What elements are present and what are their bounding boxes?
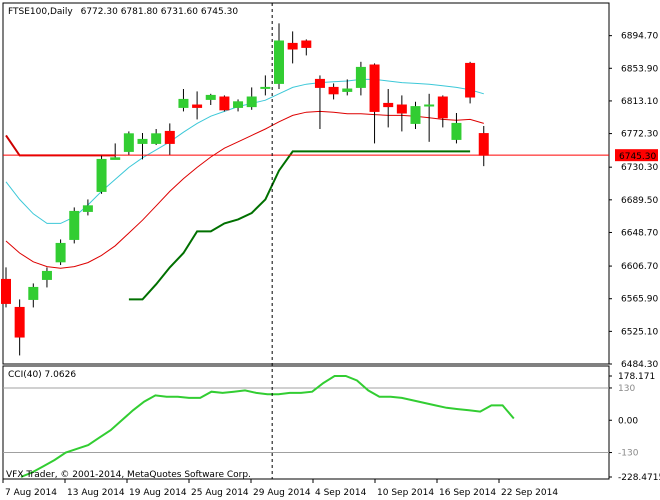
candle-bull: [28, 286, 39, 300]
candle-bull: [82, 205, 93, 212]
price-tick-label: 6606.70: [621, 262, 658, 272]
date-tick-label: 22 Sep 2014: [501, 488, 558, 498]
candle-bear: [14, 306, 25, 338]
candle-bull: [260, 86, 271, 89]
date-tick-label: 16 Sep 2014: [439, 488, 496, 498]
candle-bull: [110, 157, 121, 160]
date-axis: 7 Aug 2014 13 Aug 2014 19 Aug 2014 25 Aug 2…: [2, 479, 558, 498]
price-tick-label: 6853.90: [621, 64, 658, 74]
price-tick-label: 6813.10: [621, 97, 658, 107]
date-tick-label: 10 Sep 2014: [377, 488, 434, 498]
ohlc-text: 6772.30 6781.80 6731.60 6745.30: [81, 7, 239, 17]
cci-tick-label: -130: [618, 449, 639, 459]
candle-bull: [424, 104, 435, 107]
candle-bull: [233, 101, 244, 108]
price-axis: 6894.70 6853.90 6813.10 6772.30 6730.30 6689.…: [609, 32, 658, 370]
cci-tick-label: -228.4715: [618, 473, 660, 483]
candle-bear: [396, 104, 407, 114]
candle-bull: [355, 66, 366, 88]
candle-bull: [96, 158, 107, 192]
candle-bull: [151, 133, 162, 144]
date-tick-label: 29 Aug 2014: [253, 488, 311, 498]
candle-bear: [287, 42, 298, 50]
cci-label: CCI(40) 7.0626: [8, 370, 76, 380]
last-price-badge-label: 6745.30: [619, 152, 656, 162]
price-tick-label: 6894.70: [621, 32, 658, 42]
candles-layer: [1, 23, 489, 356]
copyright-label: VFX Trader, © 2001-2014, MetaQuotes Soft…: [6, 470, 251, 480]
candle-bull: [69, 210, 80, 240]
date-tick-label: 19 Aug 2014: [129, 488, 187, 498]
date-tick-label: 4 Sep 2014: [315, 488, 367, 498]
date-tick-label: 13 Aug 2014: [67, 488, 125, 498]
price-pane[interactable]: FTSE100,Daily 6772.30 6781.80 6731.60 67…: [1, 2, 610, 365]
price-tick-label: 6772.30: [621, 130, 658, 140]
candle-bear: [465, 62, 476, 98]
last-price-badge: [615, 149, 658, 162]
candle-bear: [328, 86, 339, 95]
ma-slow-line: [5, 110, 484, 269]
candle-bull: [451, 122, 462, 140]
price-tick-label: 6484.30: [621, 360, 658, 370]
candle-bull: [246, 96, 257, 108]
candle-bull: [123, 133, 134, 152]
date-tick-label: 25 Aug 2014: [191, 488, 249, 498]
cci-levels: [3, 387, 609, 454]
candle-bull: [137, 138, 148, 144]
candle-bull: [410, 106, 421, 124]
candle-bear: [437, 96, 448, 119]
candle-bear: [1, 278, 11, 304]
price-tick-label: 6689.50: [621, 196, 658, 206]
candle-bear: [383, 102, 394, 108]
price-tick-label: 6565.90: [621, 295, 658, 305]
cci-tick-label: 178.171: [618, 372, 655, 382]
candle-bull: [178, 98, 189, 108]
stop-green-line: [128, 150, 471, 301]
cci-pane[interactable]: CCI(40) 7.0626 VFX Trader, © 2001-2014, …: [2, 365, 610, 480]
candle-bear: [301, 40, 312, 48]
candle-bear: [478, 133, 489, 156]
cci-line: [20, 375, 515, 478]
candle-bull: [274, 40, 284, 84]
candle-bear: [369, 64, 380, 112]
candle-bull: [41, 270, 52, 280]
candle-bear: [219, 96, 230, 111]
symbol-label: FTSE100,Daily 6772.30 6781.80 6731.60 67…: [8, 7, 238, 17]
candle-bull: [55, 242, 66, 263]
price-tick-label: 6648.70: [621, 228, 658, 238]
candle-bull: [342, 88, 353, 92]
cci-tick-label: 130: [618, 384, 635, 394]
candle-bear: [314, 78, 325, 88]
candle-bull: [205, 94, 216, 100]
candle-bear: [164, 130, 175, 144]
cci-axis: 178.171 130 0.00 -130 -228.4715: [609, 372, 660, 483]
date-tick-label: 7 Aug 2014: [5, 488, 57, 498]
cci-pane-frame: [2, 365, 610, 480]
cci-tick-label: 0.00: [618, 416, 638, 426]
symbol-text: FTSE100,Daily: [8, 7, 73, 17]
price-tick-label: 6525.10: [621, 327, 658, 337]
candle-bear: [192, 104, 203, 108]
price-tick-label: 6730.30: [621, 163, 658, 173]
price-pane-frame: [2, 2, 610, 365]
